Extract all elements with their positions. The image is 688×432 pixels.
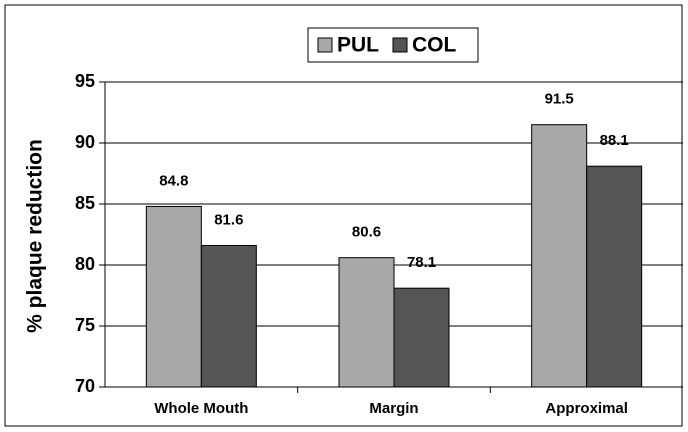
y-tick-label: 80 [75,254,95,274]
data-label: 88.1 [600,132,629,149]
bar [200,244,257,388]
data-label: 84.8 [159,172,188,189]
x-tick-label: Approximal [545,400,628,417]
y-tick-label: 75 [75,315,95,335]
legend-swatch [392,37,408,53]
data-label: 81.6 [214,211,243,228]
legend-label: COL [412,34,457,57]
bar [338,257,395,388]
y-tick-label: 90 [75,132,95,152]
bar [531,124,588,388]
legend-swatch [317,37,333,53]
bar [586,165,643,388]
y-axis-label: % plaque reduction [24,139,47,333]
y-tick-label: 95 [75,71,95,91]
y-tick-label: 85 [75,193,95,213]
data-label: 80.6 [352,224,381,241]
x-tick-label: Margin [369,400,418,417]
legend-label: PUL [337,34,379,57]
data-label: 91.5 [545,91,574,108]
y-tick-label: 70 [75,376,95,396]
x-tick-label: Whole Mouth [154,400,248,417]
data-label: 78.1 [407,254,436,271]
bar [145,205,202,388]
bar [393,287,450,388]
